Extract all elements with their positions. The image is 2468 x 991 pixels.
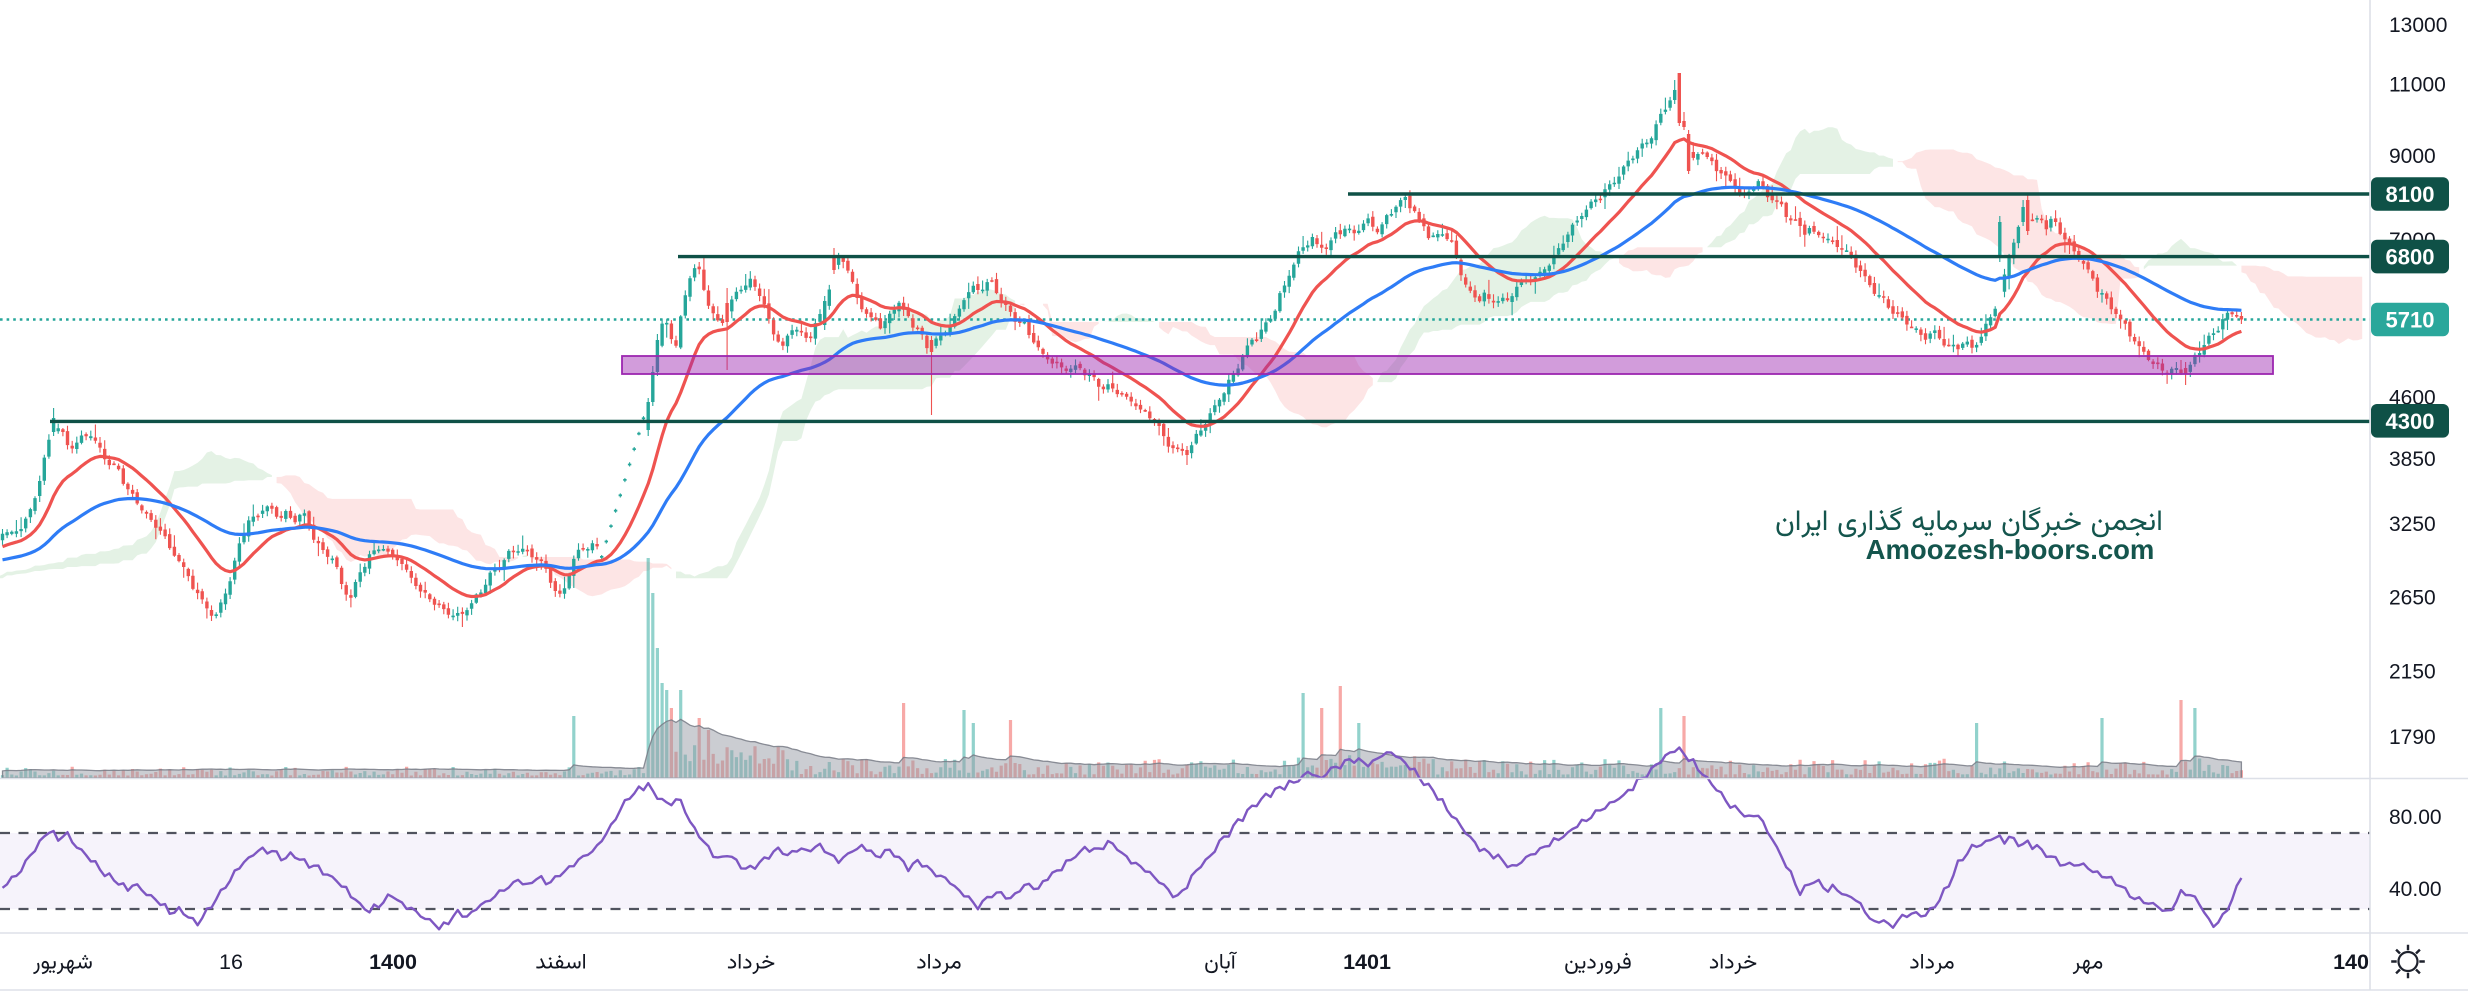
svg-text:3850: 3850	[2389, 448, 2436, 471]
svg-text:8100: 8100	[2386, 182, 2435, 207]
svg-text:13000: 13000	[2389, 14, 2447, 37]
svg-text:3250: 3250	[2389, 513, 2436, 536]
svg-text:2150: 2150	[2389, 661, 2436, 684]
svg-text:9000: 9000	[2389, 145, 2436, 168]
svg-text:1401: 1401	[1343, 950, 1391, 974]
svg-text:1402: 1402	[2333, 950, 2381, 974]
svg-text:11000: 11000	[2389, 74, 2446, 97]
svg-text:2650: 2650	[2389, 587, 2436, 610]
svg-text:40.00: 40.00	[2389, 878, 2442, 901]
svg-text:4300: 4300	[2386, 409, 2435, 434]
svg-text:6800: 6800	[2386, 245, 2435, 270]
svg-text:16: 16	[219, 950, 243, 974]
svg-text:1400: 1400	[369, 950, 417, 974]
svg-text:4600: 4600	[2389, 387, 2436, 410]
svg-text:Amoozesh-boors.com: Amoozesh-boors.com	[1866, 534, 2155, 565]
svg-text:80.00: 80.00	[2389, 806, 2442, 829]
svg-text:5710: 5710	[2386, 308, 2435, 333]
svg-text:1790: 1790	[2389, 726, 2436, 749]
